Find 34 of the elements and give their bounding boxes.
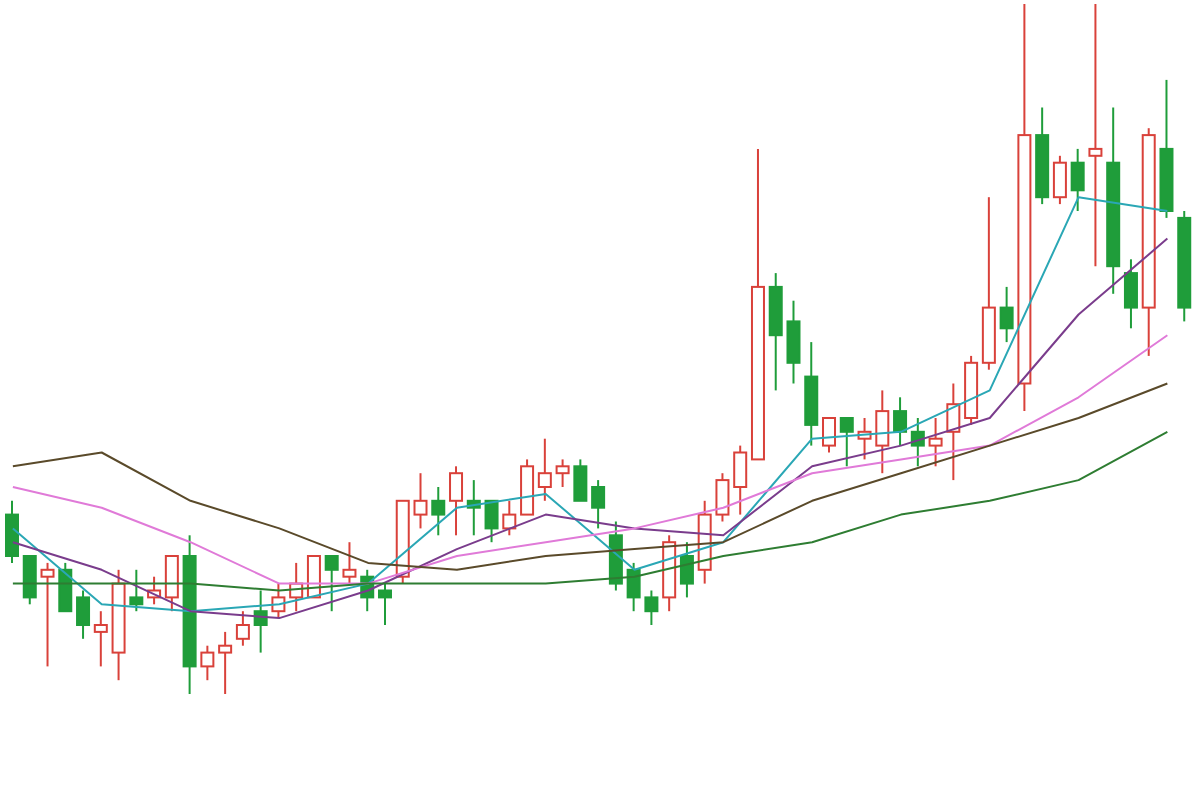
candlestick [164, 555, 179, 613]
candlestick [839, 417, 854, 468]
candlestick [413, 472, 428, 530]
candlestick [484, 499, 499, 544]
candlestick [93, 610, 108, 668]
candlestick [235, 610, 250, 647]
candlestick [449, 465, 464, 537]
candlestick [573, 458, 588, 502]
candlestick [537, 437, 552, 502]
candlestick [129, 568, 144, 613]
candlestick [822, 417, 837, 454]
candlestick [342, 541, 357, 585]
candlestick [1070, 147, 1085, 212]
candlestick [200, 644, 215, 682]
candlestick [324, 555, 339, 613]
candlestick [733, 444, 748, 516]
candlestick [555, 458, 570, 488]
candlestick [431, 486, 446, 537]
candlestick [928, 417, 943, 468]
candlestick [999, 285, 1014, 344]
candlestick [679, 541, 694, 599]
candlestick [5, 499, 19, 564]
candlestick [1123, 258, 1138, 330]
candlestick [377, 582, 392, 626]
candlestick [40, 561, 55, 668]
candlestick [76, 589, 91, 640]
candlestick [591, 479, 606, 530]
candlestick [893, 396, 908, 447]
candlestick [22, 555, 37, 606]
candlestick [58, 561, 73, 613]
candlestick [910, 417, 925, 468]
candlestick [253, 589, 268, 654]
candlestick [1052, 154, 1067, 206]
candlestick [218, 630, 233, 694]
